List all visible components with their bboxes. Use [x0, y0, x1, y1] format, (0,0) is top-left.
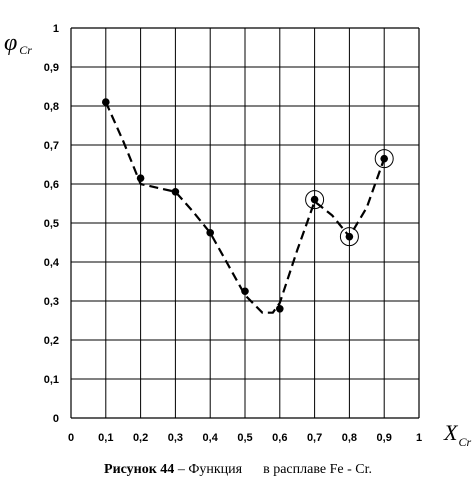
tick-labels: 0 0,1 0,2 0,3 0,4 0,5 0,6 0,7 0,8 0,9 1 0 0,1 0,2 0,3 0…	[44, 23, 422, 444]
x-tick-label: 0,4	[203, 432, 219, 444]
x-tick-label: 0	[68, 432, 74, 444]
data-point	[102, 98, 110, 106]
y-tick-label: 0,5	[44, 218, 59, 230]
y-tick-label: 0,7	[44, 140, 59, 152]
series-curve	[104, 101, 386, 314]
x-tick-label: 1	[416, 432, 422, 444]
x-tick-label: 0,3	[168, 432, 183, 444]
y-tick-label: 0,3	[44, 296, 59, 308]
y-tick-label: 1	[53, 23, 59, 35]
data-point	[241, 287, 249, 296]
x-tick-label: 0,6	[272, 432, 287, 444]
x-axis-subscript: Cr	[458, 435, 471, 449]
y-tick-label: 0,8	[44, 101, 59, 113]
highlight-circle	[374, 149, 394, 169]
data-point	[310, 195, 319, 204]
x-tick-label: 0,2	[133, 432, 148, 444]
figure-caption: Рисунок 44 – Функция в расплаве Fe - Cr.	[0, 462, 476, 478]
data-point	[276, 305, 284, 313]
highlight-circle	[305, 190, 325, 210]
caption-text: – Функция в расплаве Fe - Cr.	[174, 462, 372, 477]
x-tick-label: 0,5	[237, 432, 252, 444]
y-axis-symbol: φ	[4, 30, 17, 56]
x-tick-label: 0,8	[342, 432, 357, 444]
y-tick-label: 0,2	[44, 335, 59, 347]
data-point	[345, 232, 354, 241]
data-point	[136, 174, 145, 182]
y-tick-label: 0,1	[44, 374, 59, 386]
y-tick-label: 0,4	[44, 257, 60, 269]
x-tick-label: 0,9	[377, 432, 392, 444]
y-axis-subscript: Cr	[19, 43, 32, 57]
highlight-circle	[339, 227, 359, 247]
series-points	[102, 98, 389, 313]
y-tick-label: 0,9	[44, 62, 59, 74]
x-axis-symbol: X	[443, 420, 459, 445]
y-axis-label: φ Cr	[4, 30, 32, 57]
data-point	[380, 154, 389, 163]
data-point	[171, 188, 180, 196]
x-tick-label: 0,1	[98, 432, 113, 444]
grid	[70, 27, 420, 419]
dashed-curve-line	[104, 101, 386, 314]
x-axis-label: XCr	[443, 420, 471, 449]
data-point	[206, 228, 214, 237]
y-tick-label: 0	[53, 413, 59, 425]
y-tick-label: 0,6	[44, 179, 59, 191]
circled-points	[305, 149, 394, 247]
x-tick-label: 0,7	[307, 432, 322, 444]
caption-label: Рисунок 44	[104, 462, 175, 477]
